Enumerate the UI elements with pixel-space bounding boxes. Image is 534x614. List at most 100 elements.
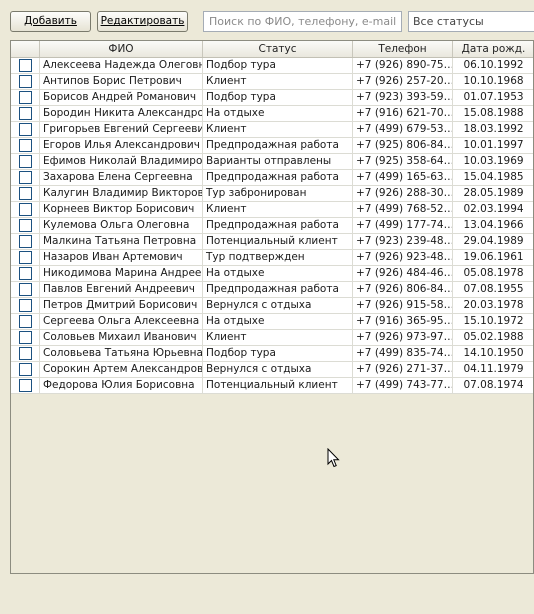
birthdate-cell: 07.08.1955 [453, 282, 533, 297]
status-cell: Потенциальный клиент [203, 234, 353, 249]
row-checkbox[interactable] [18, 107, 32, 120]
birthdate-cell: 28.05.1989 [453, 186, 533, 201]
edit-button[interactable]: Редактировать [97, 11, 188, 32]
table-row[interactable]: Егоров Илья Александрович Предпродажная р… [11, 138, 533, 154]
table-row[interactable]: Захарова Елена Сергеевна Предпродажная ра… [11, 170, 533, 186]
table-header: ФИО Статус Телефон Дата рожд. [11, 41, 533, 58]
name-cell: Федорова Юлия Борисовна [40, 378, 203, 393]
table-row[interactable]: Ефимов Николай Владимиро… Варианты отправ… [11, 154, 533, 170]
row-select-cell [11, 266, 40, 281]
name-cell: Малкина Татьяна Петровна [40, 234, 203, 249]
table-row[interactable]: Антипов Борис Петрович Клиент +7 (926) 257… [11, 74, 533, 90]
row-select-cell [11, 106, 40, 121]
status-cell: Подбор тура [203, 90, 353, 105]
row-checkbox[interactable] [18, 171, 32, 184]
toolbar: Добавить Редактировать Поиск по ФИО, тел… [0, 0, 534, 40]
phone-cell: +7 (916) 365-95… [353, 314, 453, 329]
header-phone[interactable]: Телефон [353, 41, 453, 57]
status-cell: Подбор тура [203, 346, 353, 361]
row-checkbox[interactable] [18, 155, 32, 168]
header-status[interactable]: Статус [203, 41, 353, 57]
row-select-cell [11, 122, 40, 137]
name-cell: Соловьева Татьяна Юрьевна [40, 346, 203, 361]
row-checkbox[interactable] [18, 347, 32, 360]
table-row[interactable]: Петров Дмитрий Борисович Вернулся с отдых… [11, 298, 533, 314]
row-select-cell [11, 378, 40, 393]
birthdate-cell: 20.03.1978 [453, 298, 533, 313]
row-checkbox[interactable] [18, 235, 32, 248]
phone-cell: +7 (926) 806-84… [353, 282, 453, 297]
table-row[interactable]: Кулемова Ольга Олеговна Предпродажная раб… [11, 218, 533, 234]
birthdate-cell: 06.10.1992 [453, 58, 533, 73]
row-select-cell [11, 234, 40, 249]
birthdate-cell: 15.04.1985 [453, 170, 533, 185]
birthdate-cell: 15.10.1972 [453, 314, 533, 329]
table-row[interactable]: Сергеева Ольга Алексеевна На отдыхе +7 (91… [11, 314, 533, 330]
phone-cell: +7 (923) 239-48… [353, 234, 453, 249]
status-cell: Предпродажная работа [203, 282, 353, 297]
table-row[interactable]: Соловьева Татьяна Юрьевна Подбор тура +7 (… [11, 346, 533, 362]
phone-cell: +7 (926) 923-48… [353, 250, 453, 265]
row-checkbox[interactable] [18, 267, 32, 280]
row-checkbox[interactable] [18, 123, 32, 136]
status-cell: Предпродажная работа [203, 218, 353, 233]
row-select-cell [11, 74, 40, 89]
table-row[interactable]: Никодимова Марина Андрее… На отдыхе +7 (92… [11, 266, 533, 282]
row-select-cell [11, 186, 40, 201]
phone-cell: +7 (916) 621-70… [353, 106, 453, 121]
header-name[interactable]: ФИО [40, 41, 203, 57]
table-row[interactable]: Назаров Иван Артемович Тур подтвержден +7 … [11, 250, 533, 266]
row-checkbox[interactable] [18, 331, 32, 344]
name-cell: Григорьев Евгений Сергеевич [40, 122, 203, 137]
name-cell: Кулемова Ольга Олеговна [40, 218, 203, 233]
row-checkbox[interactable] [18, 203, 32, 216]
phone-cell: +7 (926) 484-46… [353, 266, 453, 281]
table-row[interactable]: Бородин Никита Александро… На отдыхе +7 (9… [11, 106, 533, 122]
table-row[interactable]: Соловьев Михаил Иванович Клиент +7 (926) 9… [11, 330, 533, 346]
row-checkbox[interactable] [18, 139, 32, 152]
birthdate-cell: 29.04.1989 [453, 234, 533, 249]
row-select-cell [11, 282, 40, 297]
row-checkbox[interactable] [18, 363, 32, 376]
row-select-cell [11, 346, 40, 361]
add-button[interactable]: Добавить [10, 11, 91, 32]
phone-cell: +7 (499) 743-77… [353, 378, 453, 393]
row-select-cell [11, 314, 40, 329]
name-cell: Соловьев Михаил Иванович [40, 330, 203, 345]
status-cell: Клиент [203, 122, 353, 137]
birthdate-cell: 05.02.1988 [453, 330, 533, 345]
row-checkbox[interactable] [18, 379, 32, 392]
row-checkbox[interactable] [18, 299, 32, 312]
row-checkbox[interactable] [18, 187, 32, 200]
row-checkbox[interactable] [18, 283, 32, 296]
row-checkbox[interactable] [18, 75, 32, 88]
table-row[interactable]: Сорокин Артем Александрович Вернулся с от… [11, 362, 533, 378]
name-cell: Назаров Иван Артемович [40, 250, 203, 265]
row-checkbox[interactable] [18, 251, 32, 264]
table-body: Алексеева Надежда Олеговна Подбор тура +7 … [11, 58, 533, 394]
table-row[interactable]: Федорова Юлия Борисовна Потенциальный кли… [11, 378, 533, 394]
phone-cell: +7 (499) 835-74… [353, 346, 453, 361]
birthdate-cell: 10.01.1997 [453, 138, 533, 153]
status-filter-select[interactable]: Все статусы [408, 11, 534, 32]
row-checkbox[interactable] [18, 315, 32, 328]
search-input[interactable]: Поиск по ФИО, телефону, e-mail [203, 11, 402, 32]
phone-cell: +7 (926) 257-20… [353, 74, 453, 89]
name-cell: Калугин Владимир Викторович [40, 186, 203, 201]
row-checkbox[interactable] [18, 219, 32, 232]
table-row[interactable]: Алексеева Надежда Олеговна Подбор тура +7 … [11, 58, 533, 74]
table-row[interactable]: Борисов Андрей Романович Подбор тура +7 (9… [11, 90, 533, 106]
table-row[interactable]: Малкина Татьяна Петровна Потенциальный кл… [11, 234, 533, 250]
birthdate-cell: 02.03.1994 [453, 202, 533, 217]
row-checkbox[interactable] [18, 91, 32, 104]
header-birthdate[interactable]: Дата рожд. [453, 41, 533, 57]
status-cell: Потенциальный клиент [203, 378, 353, 393]
table-row[interactable]: Григорьев Евгений Сергеевич Клиент +7 (499… [11, 122, 533, 138]
table-row[interactable]: Калугин Владимир Викторович Тур заброниро… [11, 186, 533, 202]
row-select-cell [11, 90, 40, 105]
header-select[interactable] [11, 41, 40, 57]
row-checkbox[interactable] [18, 59, 32, 72]
table-row[interactable]: Павлов Евгений Андреевич Предпродажная ра… [11, 282, 533, 298]
table-row[interactable]: Корнеев Виктор Борисович Клиент +7 (499) 7… [11, 202, 533, 218]
clients-table: ФИО Статус Телефон Дата рожд. Алексеева … [10, 40, 534, 574]
